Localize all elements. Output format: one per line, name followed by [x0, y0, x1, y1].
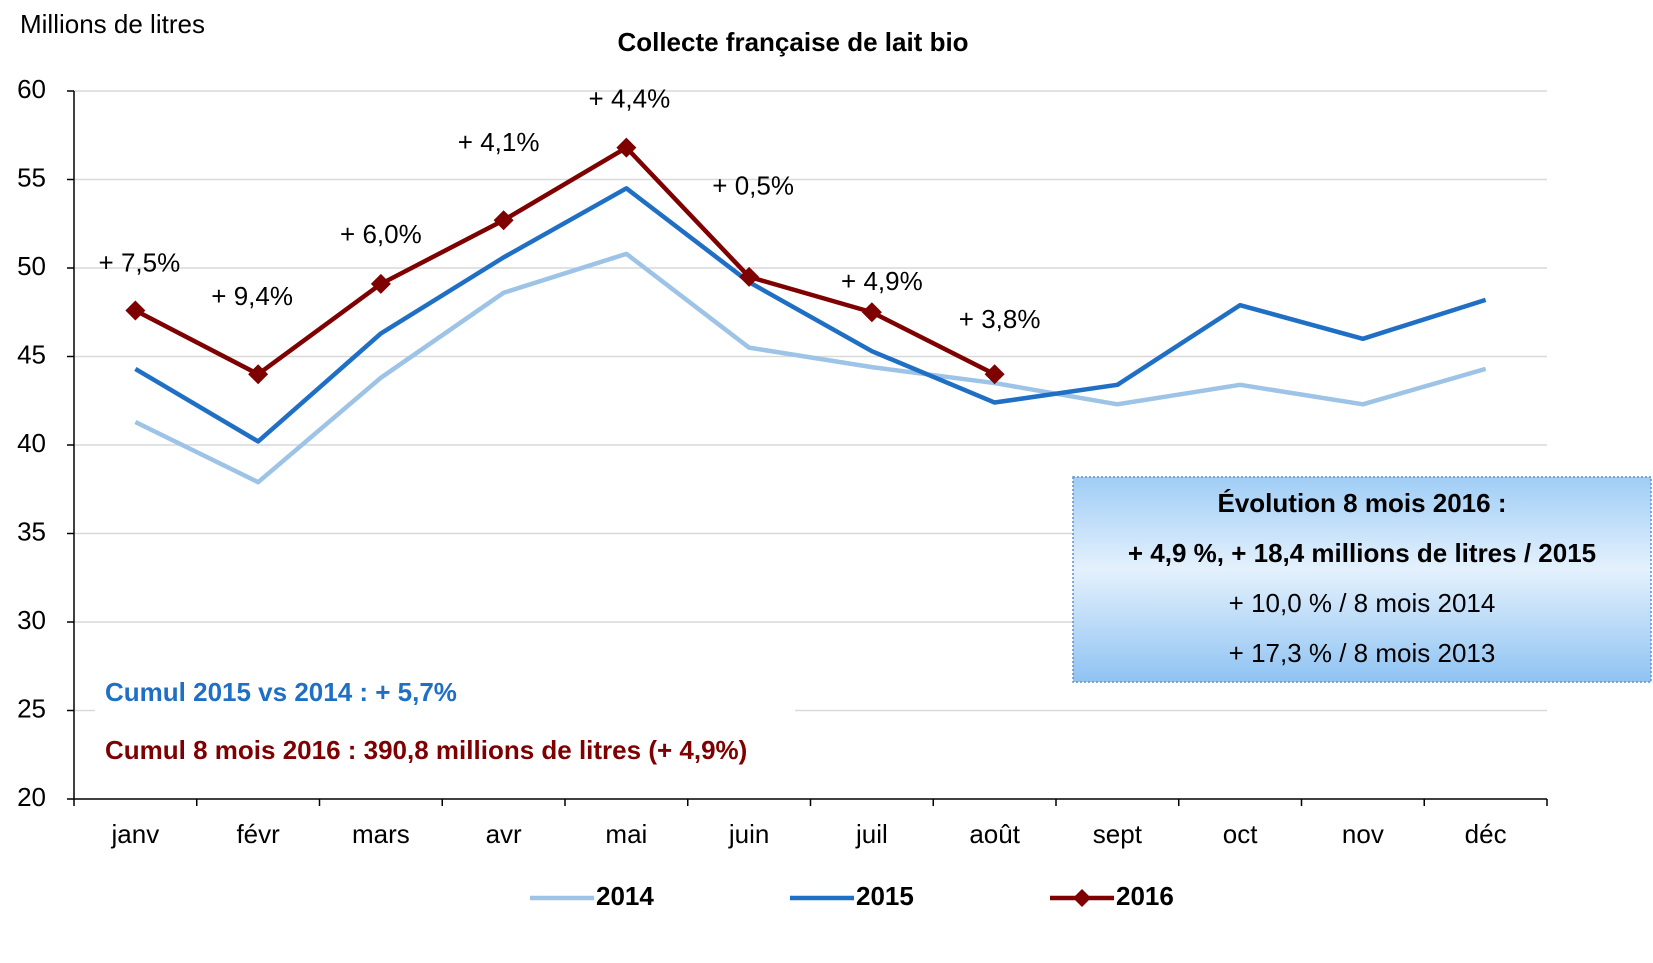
annotation: + 3,8% — [959, 304, 1041, 334]
point-marker — [248, 364, 269, 385]
x-tick-label: févr — [236, 819, 280, 849]
box-line: + 17,3 % / 8 mois 2013 — [1229, 638, 1496, 668]
x-tick-label: juil — [855, 819, 888, 849]
y-tick-label: 55 — [17, 162, 46, 192]
y-tick-label: 20 — [17, 782, 46, 812]
point-marker — [616, 137, 637, 158]
point-marker — [984, 364, 1005, 385]
legend-marker — [1073, 889, 1091, 907]
y-tick-label: 25 — [17, 693, 46, 723]
point-marker — [861, 302, 882, 323]
x-tick-label: oct — [1223, 819, 1258, 849]
x-tick-label: juin — [728, 819, 769, 849]
box-title: Évolution 8 mois 2016 : — [1218, 488, 1507, 518]
cumul-background — [95, 672, 795, 780]
chart-title: Collecte française de lait bio — [617, 27, 968, 57]
x-tick-label: août — [969, 819, 1020, 849]
cumul-2015: Cumul 2015 vs 2014 : + 5,7% — [105, 677, 457, 707]
series-line — [134, 251, 1487, 485]
series-line — [134, 145, 996, 377]
legend-label: 2014 — [596, 881, 654, 911]
y-tick-label: 50 — [17, 251, 46, 281]
grid — [67, 90, 1548, 806]
annotation: + 4,4% — [589, 84, 671, 114]
x-tick-label: déc — [1465, 819, 1507, 849]
y-tick-label: 60 — [17, 74, 46, 104]
legend-label: 2015 — [856, 881, 914, 911]
y-tick-label: 35 — [17, 516, 46, 546]
x-tick-label: avr — [486, 819, 522, 849]
y-tick-label: 45 — [17, 339, 46, 369]
y-axis-label: Millions de litres — [20, 9, 205, 39]
y-tick-label: 30 — [17, 605, 46, 635]
annotation: + 7,5% — [99, 247, 181, 277]
y-tick-label: 40 — [17, 428, 46, 458]
x-tick-label: mai — [605, 819, 647, 849]
annotation: + 6,0% — [340, 219, 422, 249]
point-marker — [739, 266, 760, 287]
legend-label: 2016 — [1116, 881, 1174, 911]
x-tick-label: nov — [1342, 819, 1384, 849]
point-marker — [125, 300, 146, 321]
annotation: + 4,9% — [841, 266, 923, 296]
annotation: + 0,5% — [712, 171, 794, 201]
point-marker — [493, 210, 514, 231]
summary-box — [1072, 476, 1652, 683]
x-tick-label: sept — [1093, 819, 1143, 849]
x-tick-label: mars — [352, 819, 410, 849]
cumul-2016: Cumul 8 mois 2016 : 390,8 millions de li… — [105, 735, 747, 765]
x-tick-label: janv — [111, 819, 160, 849]
series-line — [134, 186, 1487, 444]
annotation: + 4,1% — [458, 127, 540, 157]
annotation: + 9,4% — [211, 281, 293, 311]
point-marker — [370, 273, 391, 294]
box-line: + 4,9 %, + 18,4 millions de litres / 201… — [1128, 538, 1596, 568]
box-line: + 10,0 % / 8 mois 2014 — [1229, 588, 1496, 618]
